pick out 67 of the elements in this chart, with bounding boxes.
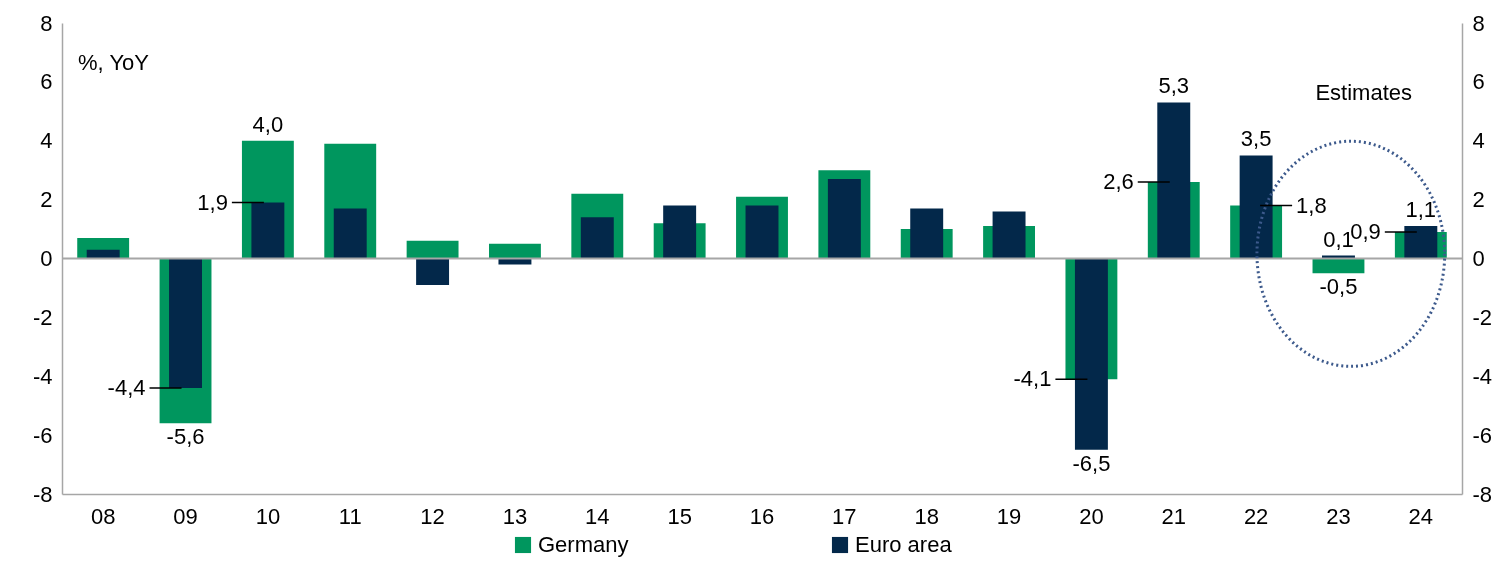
bar — [1074, 258, 1108, 450]
y-tick-label: 0 — [40, 246, 53, 271]
x-tick-label: 22 — [1243, 503, 1269, 529]
x-tick-label: 15 — [667, 503, 692, 529]
x-tick-label: 23 — [1326, 503, 1351, 529]
x-tick-label: 24 — [1408, 503, 1434, 529]
y-tick-label: -2 — [32, 304, 53, 330]
data-label: 2,6 — [1103, 168, 1134, 194]
data-label: 3,5 — [1240, 126, 1272, 152]
bar — [992, 211, 1026, 259]
y-tick-label: 6 — [40, 69, 53, 95]
y2-tick-label: -4 — [1472, 363, 1493, 389]
bar — [745, 205, 779, 259]
x-tick-label: 13 — [502, 503, 528, 529]
x-tick-label: 19 — [996, 503, 1022, 529]
legend-label: Germany — [538, 532, 629, 557]
x-tick-label: 10 — [255, 503, 281, 529]
x-tick-label: 09 — [173, 503, 198, 529]
bar — [580, 217, 614, 259]
y-tick-label: -4 — [32, 363, 53, 389]
bar — [1239, 155, 1273, 259]
y2-tick-label: 2 — [1472, 187, 1485, 213]
bar — [251, 202, 285, 259]
data-label: -6,5 — [1072, 450, 1111, 476]
bar — [1157, 102, 1191, 259]
data-label: 5,3 — [1158, 73, 1190, 99]
bar — [333, 208, 367, 259]
y-tick-label: -6 — [32, 422, 53, 448]
x-tick-label: 12 — [420, 503, 445, 529]
x-tick-label: 21 — [1161, 503, 1187, 529]
x-tick-label: 08 — [90, 503, 116, 529]
x-tick-label: 20 — [1079, 503, 1104, 529]
annotation: %, YoY — [78, 50, 150, 75]
y-tick-label: 4 — [40, 128, 53, 154]
x-tick-label: 16 — [749, 503, 775, 529]
y-tick-label: -8 — [32, 481, 53, 507]
data-label: -5,6 — [166, 424, 205, 450]
legend-label: Euro area — [855, 532, 953, 557]
data-label: -4,1 — [1013, 366, 1052, 392]
y2-tick-label: -2 — [1472, 304, 1493, 330]
y2-tick-label: -6 — [1472, 422, 1493, 448]
bar — [406, 240, 459, 259]
y2-tick-label: 8 — [1472, 10, 1485, 36]
data-label: 1,8 — [1296, 192, 1327, 218]
x-tick-label: 14 — [585, 503, 610, 529]
bar — [169, 258, 202, 389]
y2-tick-label: -8 — [1472, 481, 1493, 507]
data-label: -0,5 — [1319, 274, 1358, 300]
y2-tick-label: 6 — [1472, 69, 1485, 95]
x-tick-label: 18 — [914, 503, 939, 529]
bar — [663, 205, 697, 259]
bar — [489, 243, 541, 259]
bar — [827, 179, 861, 259]
bar — [416, 258, 450, 285]
y2-tick-label: 0 — [1472, 246, 1485, 271]
y-tick-label: 8 — [40, 10, 53, 36]
x-tick-label: 11 — [338, 503, 362, 529]
annotation: Estimates — [1315, 80, 1412, 105]
y-tick-label: 2 — [40, 187, 53, 213]
bar — [1404, 226, 1438, 259]
x-tick-label: 17 — [832, 503, 857, 529]
y2-tick-label: 4 — [1472, 128, 1485, 154]
data-label: 1,9 — [197, 189, 228, 215]
data-label: -4,4 — [107, 375, 146, 401]
data-label: 1,1 — [1405, 197, 1437, 223]
data-label: 4,0 — [252, 111, 284, 137]
bar — [910, 208, 944, 259]
